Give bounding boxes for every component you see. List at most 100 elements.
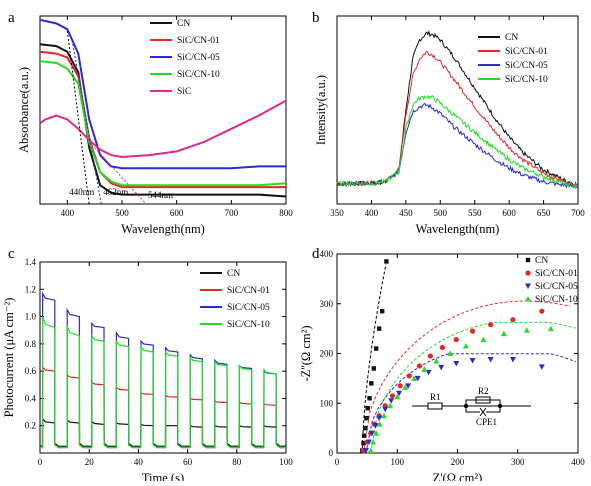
marker-point <box>447 350 454 356</box>
series-line-SiC/CN-05 <box>40 291 286 449</box>
legend-entry: SiC/CN-10 <box>177 70 220 80</box>
legend-entry: SiC <box>177 87 191 97</box>
circuit-wire <box>486 406 501 413</box>
marker-point <box>525 257 531 263</box>
marker-point <box>539 308 545 314</box>
y-axis-label: Absorbance(a.u.) <box>17 67 31 153</box>
circuit-wire <box>465 399 501 406</box>
series-line-SiC/CN-10 <box>39 60 287 187</box>
marker-point <box>367 396 372 401</box>
plot-frame <box>336 15 579 205</box>
marker-point <box>361 440 366 446</box>
y-tick-label: 200 <box>320 349 334 359</box>
legend-entry: SiC/CN-01 <box>505 47 548 57</box>
circuit-label: R1 <box>430 392 441 402</box>
y-tick-label: 0 <box>329 448 334 458</box>
marker-point <box>372 423 379 429</box>
series-line-SiC/CN-05 <box>39 18 286 170</box>
series-line-SiC/CN-05 <box>336 102 578 189</box>
marker-point <box>382 406 389 413</box>
panel-label: a <box>8 10 15 26</box>
marker-point <box>364 415 369 421</box>
circuit-inset: R1 R2 CPE1 <box>412 386 531 427</box>
series-points-SiC/CN-01 <box>360 308 545 454</box>
marker-point <box>433 357 440 364</box>
legend: CN SiC/CN-01 SiC/CN-05 SiC/CN-10 <box>200 269 270 330</box>
marker-point <box>379 309 385 314</box>
y-tick-label: 0.2 <box>25 421 36 431</box>
series-line-SiC <box>39 99 287 159</box>
marker-point <box>438 364 445 371</box>
x-ticks: 400 500 600 700 800 <box>61 16 293 218</box>
marker-point <box>368 430 375 437</box>
x-axis-label: Time (s) <box>142 471 184 481</box>
x-tick-label: 80 <box>232 457 242 467</box>
series-line-CN <box>39 43 287 198</box>
marker-point <box>547 325 554 332</box>
marker-point <box>363 425 368 431</box>
x-tick-label: 0 <box>335 457 340 467</box>
marker-point <box>373 430 380 436</box>
y-tick-label: 1.4 <box>25 257 37 267</box>
legend-entry: SiC/CN-05 <box>535 282 578 292</box>
legend-entry: SiC/CN-05 <box>505 61 548 71</box>
plot-frame <box>39 261 287 454</box>
x-tick-label: 300 <box>511 457 525 467</box>
marker-point <box>425 369 432 376</box>
series-line-SiC/CN-10 <box>40 316 286 449</box>
circuit-wire <box>465 406 480 413</box>
series-line-CN <box>40 417 286 447</box>
marker-point <box>462 343 469 349</box>
marker-point <box>453 336 459 343</box>
panel-a: a 400 500 600 700 800 Wavelength(nm) Absorbance… <box>8 10 293 236</box>
marker-point <box>397 383 403 389</box>
marker-point <box>369 381 374 386</box>
y-axis-label: -Z''(Ω cm²) <box>299 325 313 381</box>
x-tick-label: 700 <box>571 208 585 218</box>
marker-point <box>509 356 516 363</box>
panel-c: c 0 20 40 60 80 100 0.2 0.4 0.6 0.8 1.0 1.2 1.4 Time (… <box>2 246 293 485</box>
y-tick-label: 300 <box>320 299 334 309</box>
x-tick-label: 40 <box>134 457 144 467</box>
y-ticks: 0 100 200 300 400 <box>320 249 578 458</box>
marker-point <box>414 375 421 382</box>
marker-point <box>453 360 460 367</box>
x-tick-label: 550 <box>468 208 482 218</box>
fit-curve <box>370 321 577 454</box>
x-tick-label: 500 <box>434 208 448 218</box>
marker-point <box>421 366 428 372</box>
marker-point <box>523 327 530 333</box>
y-tick-label: 400 <box>320 249 334 259</box>
marker-point <box>405 383 412 389</box>
marker-point <box>427 353 433 359</box>
series-line-SiC/CN-10 <box>336 94 579 189</box>
cpe-symbol <box>482 407 487 417</box>
legend-entry: SiC/CN-05 <box>177 53 220 63</box>
series-points-SiC/CN-10 <box>367 325 554 454</box>
marker-point <box>439 344 446 351</box>
legend: CN SiC/CN-01 SiC/CN-05 SiC/CN-10 SiC <box>150 19 220 97</box>
x-tick-label: 650 <box>537 208 551 218</box>
y-tick-label: 1.2 <box>25 284 36 294</box>
x-tick-label: 450 <box>399 208 413 218</box>
marker-point <box>380 412 387 419</box>
marker-point <box>362 448 369 454</box>
x-tick-label: 200 <box>451 457 465 467</box>
marker-point <box>538 364 545 370</box>
tangent-line <box>94 147 147 205</box>
marker-point <box>370 439 377 445</box>
marker-point <box>500 330 507 337</box>
marker-point <box>396 390 403 397</box>
series-line-SiC/CN-01 <box>40 365 286 449</box>
panel-label: b <box>312 10 320 26</box>
x-tick-label: 350 <box>330 208 344 218</box>
x-ticks: 0 20 40 60 80 100 <box>38 262 293 467</box>
marker-point <box>371 366 376 371</box>
legend-entry: CN <box>227 269 240 279</box>
series-line-SiC/CN-01 <box>39 50 286 189</box>
marker-point <box>388 398 395 404</box>
marker-point <box>411 375 418 381</box>
legend: CN SiC/CN-01 SiC/CN-05 SiC/CN-10 <box>525 256 578 305</box>
